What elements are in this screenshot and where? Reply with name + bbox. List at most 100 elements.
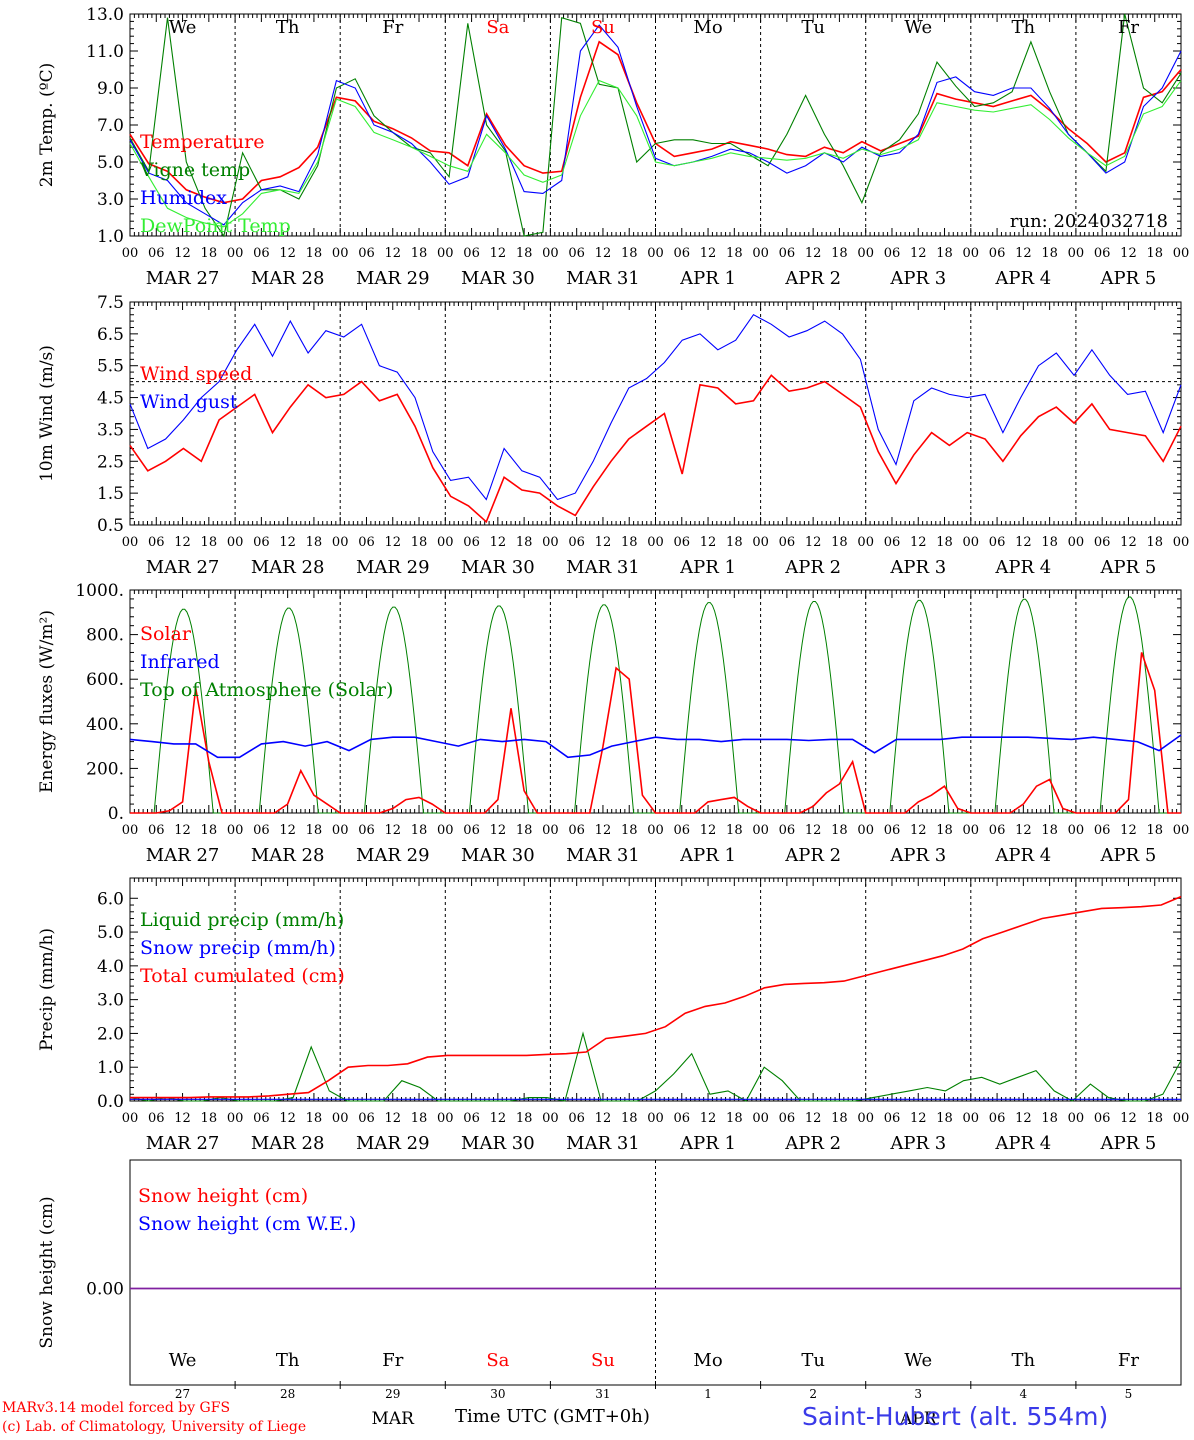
y-axis-label: Snow height (cm) [37, 1196, 57, 1348]
x-day-label: MAR 31 [566, 845, 640, 866]
x-hour-label: 06 [253, 823, 270, 838]
x-hour-label: 06 [1094, 246, 1111, 261]
x-hour-label: 00 [963, 246, 980, 261]
x-day-label: MAR 27 [146, 268, 220, 289]
x-hour-label: 00 [857, 535, 874, 550]
x-day-label: APR 5 [1100, 845, 1157, 866]
x-hour-label: 00 [1173, 246, 1190, 261]
x-hour-label: 18 [936, 823, 953, 838]
x-hour-label: 12 [279, 1111, 296, 1126]
x-hour-label: 18 [936, 246, 953, 261]
x-day-label: APR 2 [784, 845, 841, 866]
legend-entry: Top of Atmosphere (Solar) [140, 679, 393, 701]
x-hour-label: 00 [647, 246, 664, 261]
x-hour-label: 06 [779, 1111, 796, 1126]
x-hour-label: 12 [384, 535, 401, 550]
toa-solar-line [865, 599, 971, 814]
x-hour-label: 12 [700, 535, 717, 550]
weekday-label: We [169, 17, 197, 38]
x-hour-label: 18 [831, 535, 848, 550]
x-hour-label: 06 [1094, 1111, 1111, 1126]
x-hour-label: 18 [1146, 823, 1163, 838]
x-hour-label: 12 [490, 1111, 507, 1126]
y-tick-label: 1000. [75, 581, 124, 601]
x-hour-label: 18 [726, 1111, 743, 1126]
x-day-label: APR 4 [994, 557, 1051, 578]
x-day-label: MAR 29 [356, 268, 430, 289]
x-hour-label: 06 [779, 535, 796, 550]
x-hour-label: 06 [989, 823, 1006, 838]
x-day-label: APR 4 [994, 1133, 1051, 1154]
x-hour-label: 00 [542, 535, 559, 550]
x-hour-label: 00 [437, 1111, 454, 1126]
x-day-label: APR 5 [1100, 268, 1157, 289]
x-day-label: MAR 28 [251, 1133, 325, 1154]
y-tick-label: 13.0 [86, 5, 124, 25]
legend-entry: Vigne temp [139, 159, 250, 181]
x-hour-label: 06 [463, 1111, 480, 1126]
x-hour-label: 12 [700, 1111, 717, 1126]
x-day-label: APR 1 [679, 1133, 736, 1154]
station-title: Saint-Hubert (alt. 554m) [802, 1402, 1109, 1431]
x-hour-label: 06 [148, 535, 165, 550]
x-hour-label: 12 [279, 246, 296, 261]
x-hour-label: 12 [1120, 823, 1137, 838]
x-day-label: MAR 31 [566, 1133, 640, 1154]
x-hour-label: 00 [647, 823, 664, 838]
x-day-label: MAR 30 [461, 557, 535, 578]
x-hour-label: 00 [647, 1111, 664, 1126]
x-day-label: MAR 30 [461, 268, 535, 289]
panel-frame [129, 589, 1182, 814]
legend-entry: Liquid precip (mm/h) [140, 909, 344, 931]
day-number-label: 5 [1125, 1387, 1133, 1401]
x-day-label: MAR 30 [461, 845, 535, 866]
x-day-label: APR 2 [784, 268, 841, 289]
x-hour-label: 18 [516, 823, 533, 838]
x-day-label: MAR 27 [146, 845, 220, 866]
panel-frame [129, 301, 1182, 526]
weekday-label: Th [1012, 17, 1036, 38]
toa-solar-line [550, 604, 656, 814]
x-hour-label: 06 [253, 535, 270, 550]
x-hour-label: 00 [437, 823, 454, 838]
x-hour-label: 12 [384, 246, 401, 261]
x-hour-label: 12 [1120, 1111, 1137, 1126]
x-day-label: APR 1 [679, 268, 736, 289]
x-hour-label: 06 [674, 1111, 691, 1126]
x-hour-label: 06 [148, 246, 165, 261]
x-hour-label: 06 [358, 535, 375, 550]
legend-entry: Snow height (cm W.E.) [138, 1213, 356, 1235]
x-day-label: APR 1 [679, 557, 736, 578]
x-hour-label: 00 [1068, 1111, 1085, 1126]
x-hour-label: 18 [726, 535, 743, 550]
x-hour-label: 06 [674, 535, 691, 550]
weekday-label: Sa [486, 17, 509, 38]
x-hour-label: 12 [595, 246, 612, 261]
toa-solar-line [760, 601, 866, 814]
x-hour-label: 12 [805, 535, 822, 550]
x-hour-label: 06 [1094, 535, 1111, 550]
day-number-label: 27 [175, 1387, 190, 1401]
y-tick-label: 1.5 [97, 484, 124, 504]
time-axis-title: Time UTC (GMT+0h) [455, 1406, 650, 1427]
y-tick-label: 0.00 [86, 1280, 124, 1300]
x-hour-label: 12 [490, 823, 507, 838]
y-tick-label: 400. [86, 715, 124, 735]
weekday-label: Fr [382, 1350, 403, 1371]
legend-entry: Humidex [140, 187, 227, 209]
x-day-label: MAR 27 [146, 557, 220, 578]
x-hour-label: 18 [306, 1111, 323, 1126]
x-hour-label: 06 [779, 823, 796, 838]
x-hour-label: 12 [700, 823, 717, 838]
x-day-label: MAR 31 [566, 268, 640, 289]
x-hour-label: 18 [411, 1111, 428, 1126]
weekday-label: Th [276, 17, 300, 38]
x-day-label: APR 2 [784, 557, 841, 578]
x-hour-label: 00 [963, 535, 980, 550]
x-hour-label: 00 [437, 535, 454, 550]
x-hour-label: 18 [621, 1111, 638, 1126]
y-tick-label: 3.0 [97, 991, 124, 1011]
x-hour-label: 18 [411, 823, 428, 838]
weekday-label: Fr [382, 17, 403, 38]
x-day-label: MAR 29 [356, 845, 430, 866]
